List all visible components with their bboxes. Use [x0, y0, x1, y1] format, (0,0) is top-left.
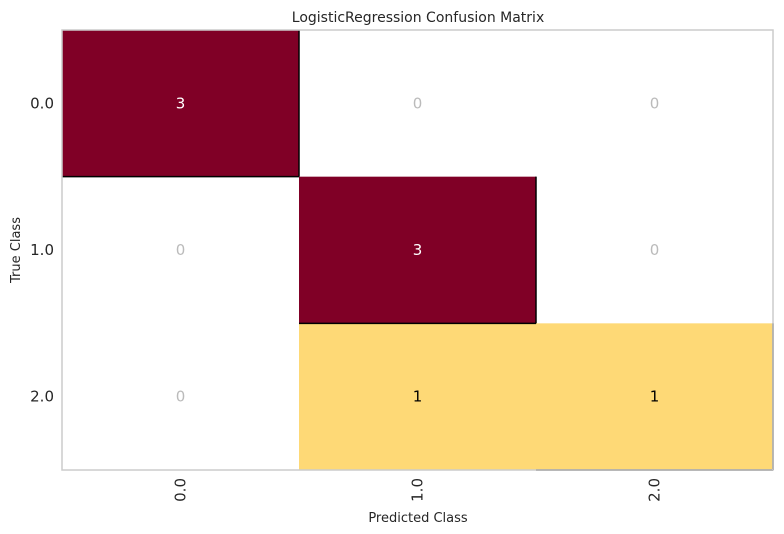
x-axis-label: Predicted Class [368, 511, 468, 526]
cell-label-r0-c1: 0 [413, 94, 423, 112]
cell-r0-c0 [62, 30, 299, 177]
matrix-cells: 3 0 0 0 3 0 0 1 1 [62, 30, 773, 470]
cell-r1-c0 [62, 176, 299, 324]
cell-r1-c2 [536, 176, 773, 324]
y-tick-1: 1.0 [30, 241, 54, 259]
cell-r2-c1 [299, 323, 536, 470]
cell-r1-c1 [299, 176, 536, 324]
y-tick-2: 2.0 [30, 388, 54, 406]
chart-title: LogisticRegression Confusion Matrix [292, 10, 544, 26]
cell-label-r2-c0: 0 [176, 388, 186, 406]
cell-label-r2-c1: 1 [413, 388, 423, 406]
x-tick-1: 1.0 [409, 478, 427, 502]
x-tick-labels: 0.0 1.0 2.0 [172, 478, 664, 502]
cell-r0-c2 [536, 30, 773, 177]
x-tick-0: 0.0 [172, 478, 190, 502]
cell-r2-c0 [62, 323, 299, 470]
cell-r2-c2 [536, 323, 773, 470]
cell-r0-c1 [299, 30, 536, 177]
cell-label-r1-c1: 3 [413, 241, 423, 259]
cell-label-r2-c2: 1 [650, 388, 660, 406]
y-tick-0: 0.0 [30, 94, 54, 112]
x-tick-2: 2.0 [646, 478, 664, 502]
cell-label-r1-c2: 0 [650, 241, 660, 259]
y-axis-label: True Class [9, 217, 24, 284]
cell-label-r0-c2: 0 [650, 94, 660, 112]
plot-frame [61, 29, 774, 471]
y-tick-labels: 0.0 1.0 2.0 [30, 94, 54, 405]
cell-label-r1-c0: 0 [176, 241, 186, 259]
cell-label-r0-c0: 3 [176, 94, 186, 112]
